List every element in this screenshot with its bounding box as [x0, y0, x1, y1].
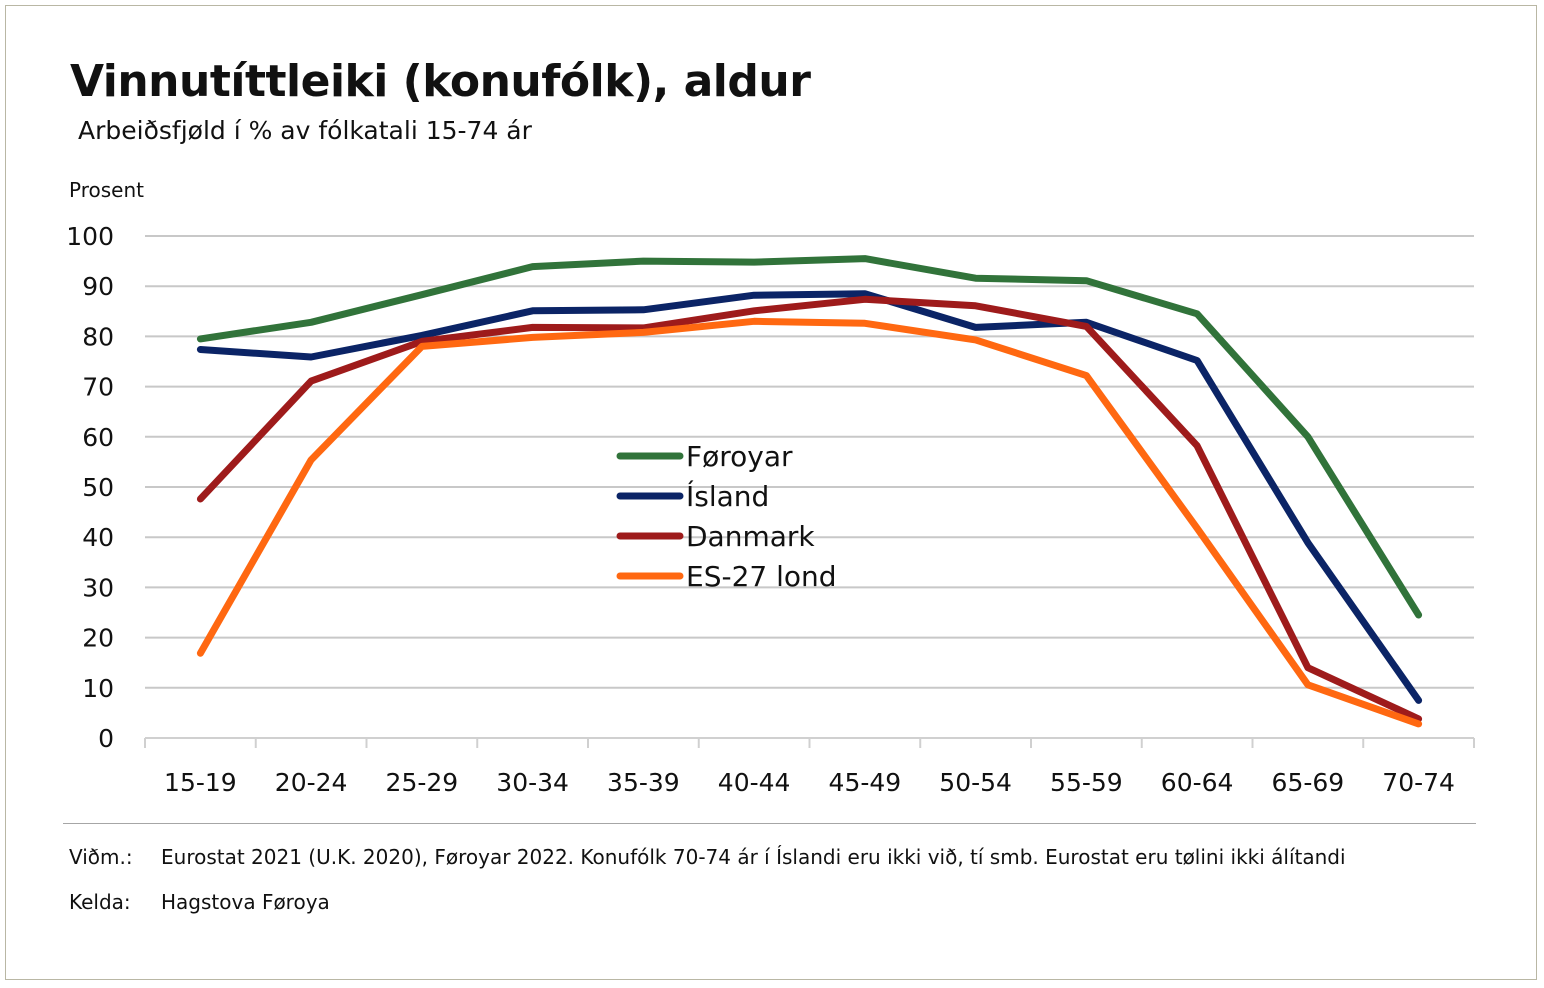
source-label: Kelda: [69, 890, 131, 914]
y-tick-label: 70 [82, 373, 114, 402]
y-tick-label: 80 [82, 322, 114, 351]
x-tick-label: 55-59 [1050, 768, 1123, 797]
x-tick-label: 45-49 [829, 768, 902, 797]
y-tick-label: 100 [66, 222, 114, 251]
y-tick-label: 10 [82, 674, 114, 703]
chart-title: Vinnutíttleiki (konufólk), aldur [70, 56, 811, 107]
footnote-text: Eurostat 2021 (U.K. 2020), Føroyar 2022.… [161, 845, 1346, 869]
series-line-es-27-lond [196, 317, 1423, 728]
series-line-f-royar [196, 255, 1423, 619]
x-tick-label: 70-74 [1382, 768, 1455, 797]
x-tick-label: 35-39 [607, 768, 680, 797]
legend-label: ES-27 lond [686, 560, 837, 593]
footnote-row: Viðm.: Eurostat 2021 (U.K. 2020), Føroyar… [69, 845, 1346, 869]
source-row: Kelda: Hagstova Føroya [69, 890, 330, 914]
series-line-danmark [196, 295, 1423, 723]
chart-subtitle: Arbeiðsfjøld í % av fólkatali 15-74 ár [78, 116, 532, 145]
y-tick-label: 50 [82, 473, 114, 502]
y-tick-label: 90 [82, 272, 114, 301]
x-tick-label: 15-19 [164, 768, 237, 797]
x-tick-label: 25-29 [386, 768, 459, 797]
x-tick-label: 30-34 [496, 768, 569, 797]
y-axis-unit-label: Prosent [69, 178, 144, 202]
x-tick-label: 40-44 [718, 768, 791, 797]
x-tick-label: 60-64 [1161, 768, 1234, 797]
legend-label: Føroyar [686, 440, 793, 473]
legend-label: Ísland [686, 479, 769, 513]
x-tick-label: 20-24 [275, 768, 348, 797]
source-text: Hagstova Føroya [161, 890, 330, 914]
y-tick-label: 60 [82, 423, 114, 452]
footnote-divider [63, 823, 1476, 824]
y-tick-label: 30 [82, 573, 114, 602]
series-line--sland [196, 290, 1423, 704]
footnote-label: Viðm.: [69, 845, 133, 869]
x-tick-label: 65-69 [1272, 768, 1345, 797]
y-tick-label: 0 [98, 724, 114, 753]
chart-frame [5, 5, 1537, 980]
y-tick-label: 20 [82, 624, 114, 653]
legend-label: Danmark [686, 520, 815, 553]
y-tick-label: 40 [82, 523, 114, 552]
x-tick-label: 50-54 [939, 768, 1012, 797]
